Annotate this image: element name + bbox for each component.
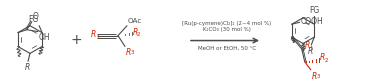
Text: R: R [312,72,317,81]
Text: OH: OH [39,33,50,42]
Text: COOH: COOH [301,17,324,26]
Text: O: O [33,12,38,21]
Text: 3: 3 [316,74,320,79]
Text: R: R [91,30,96,39]
Text: R: R [24,63,29,72]
Text: 2: 2 [324,58,328,63]
Text: R: R [305,42,310,50]
Text: MeOH or EtOH, 50 °C: MeOH or EtOH, 50 °C [198,45,256,50]
Text: FG: FG [28,15,38,24]
Text: 1: 1 [309,46,313,51]
Text: [Ru(p-cymene)Cl₂]₂ (2~4 mol %): [Ru(p-cymene)Cl₂]₂ (2~4 mol %) [182,21,272,26]
Text: 2: 2 [137,32,141,37]
Text: R: R [133,28,138,37]
Text: OAc: OAc [128,18,143,24]
Text: R: R [308,47,313,56]
Text: R: R [126,48,131,57]
Text: 3: 3 [130,50,134,55]
Text: R: R [320,53,325,62]
Text: +: + [70,33,82,47]
Text: 1: 1 [96,35,100,40]
Text: FG: FG [309,6,319,15]
Text: K₂CO₃ (30 mol %): K₂CO₃ (30 mol %) [203,27,251,32]
